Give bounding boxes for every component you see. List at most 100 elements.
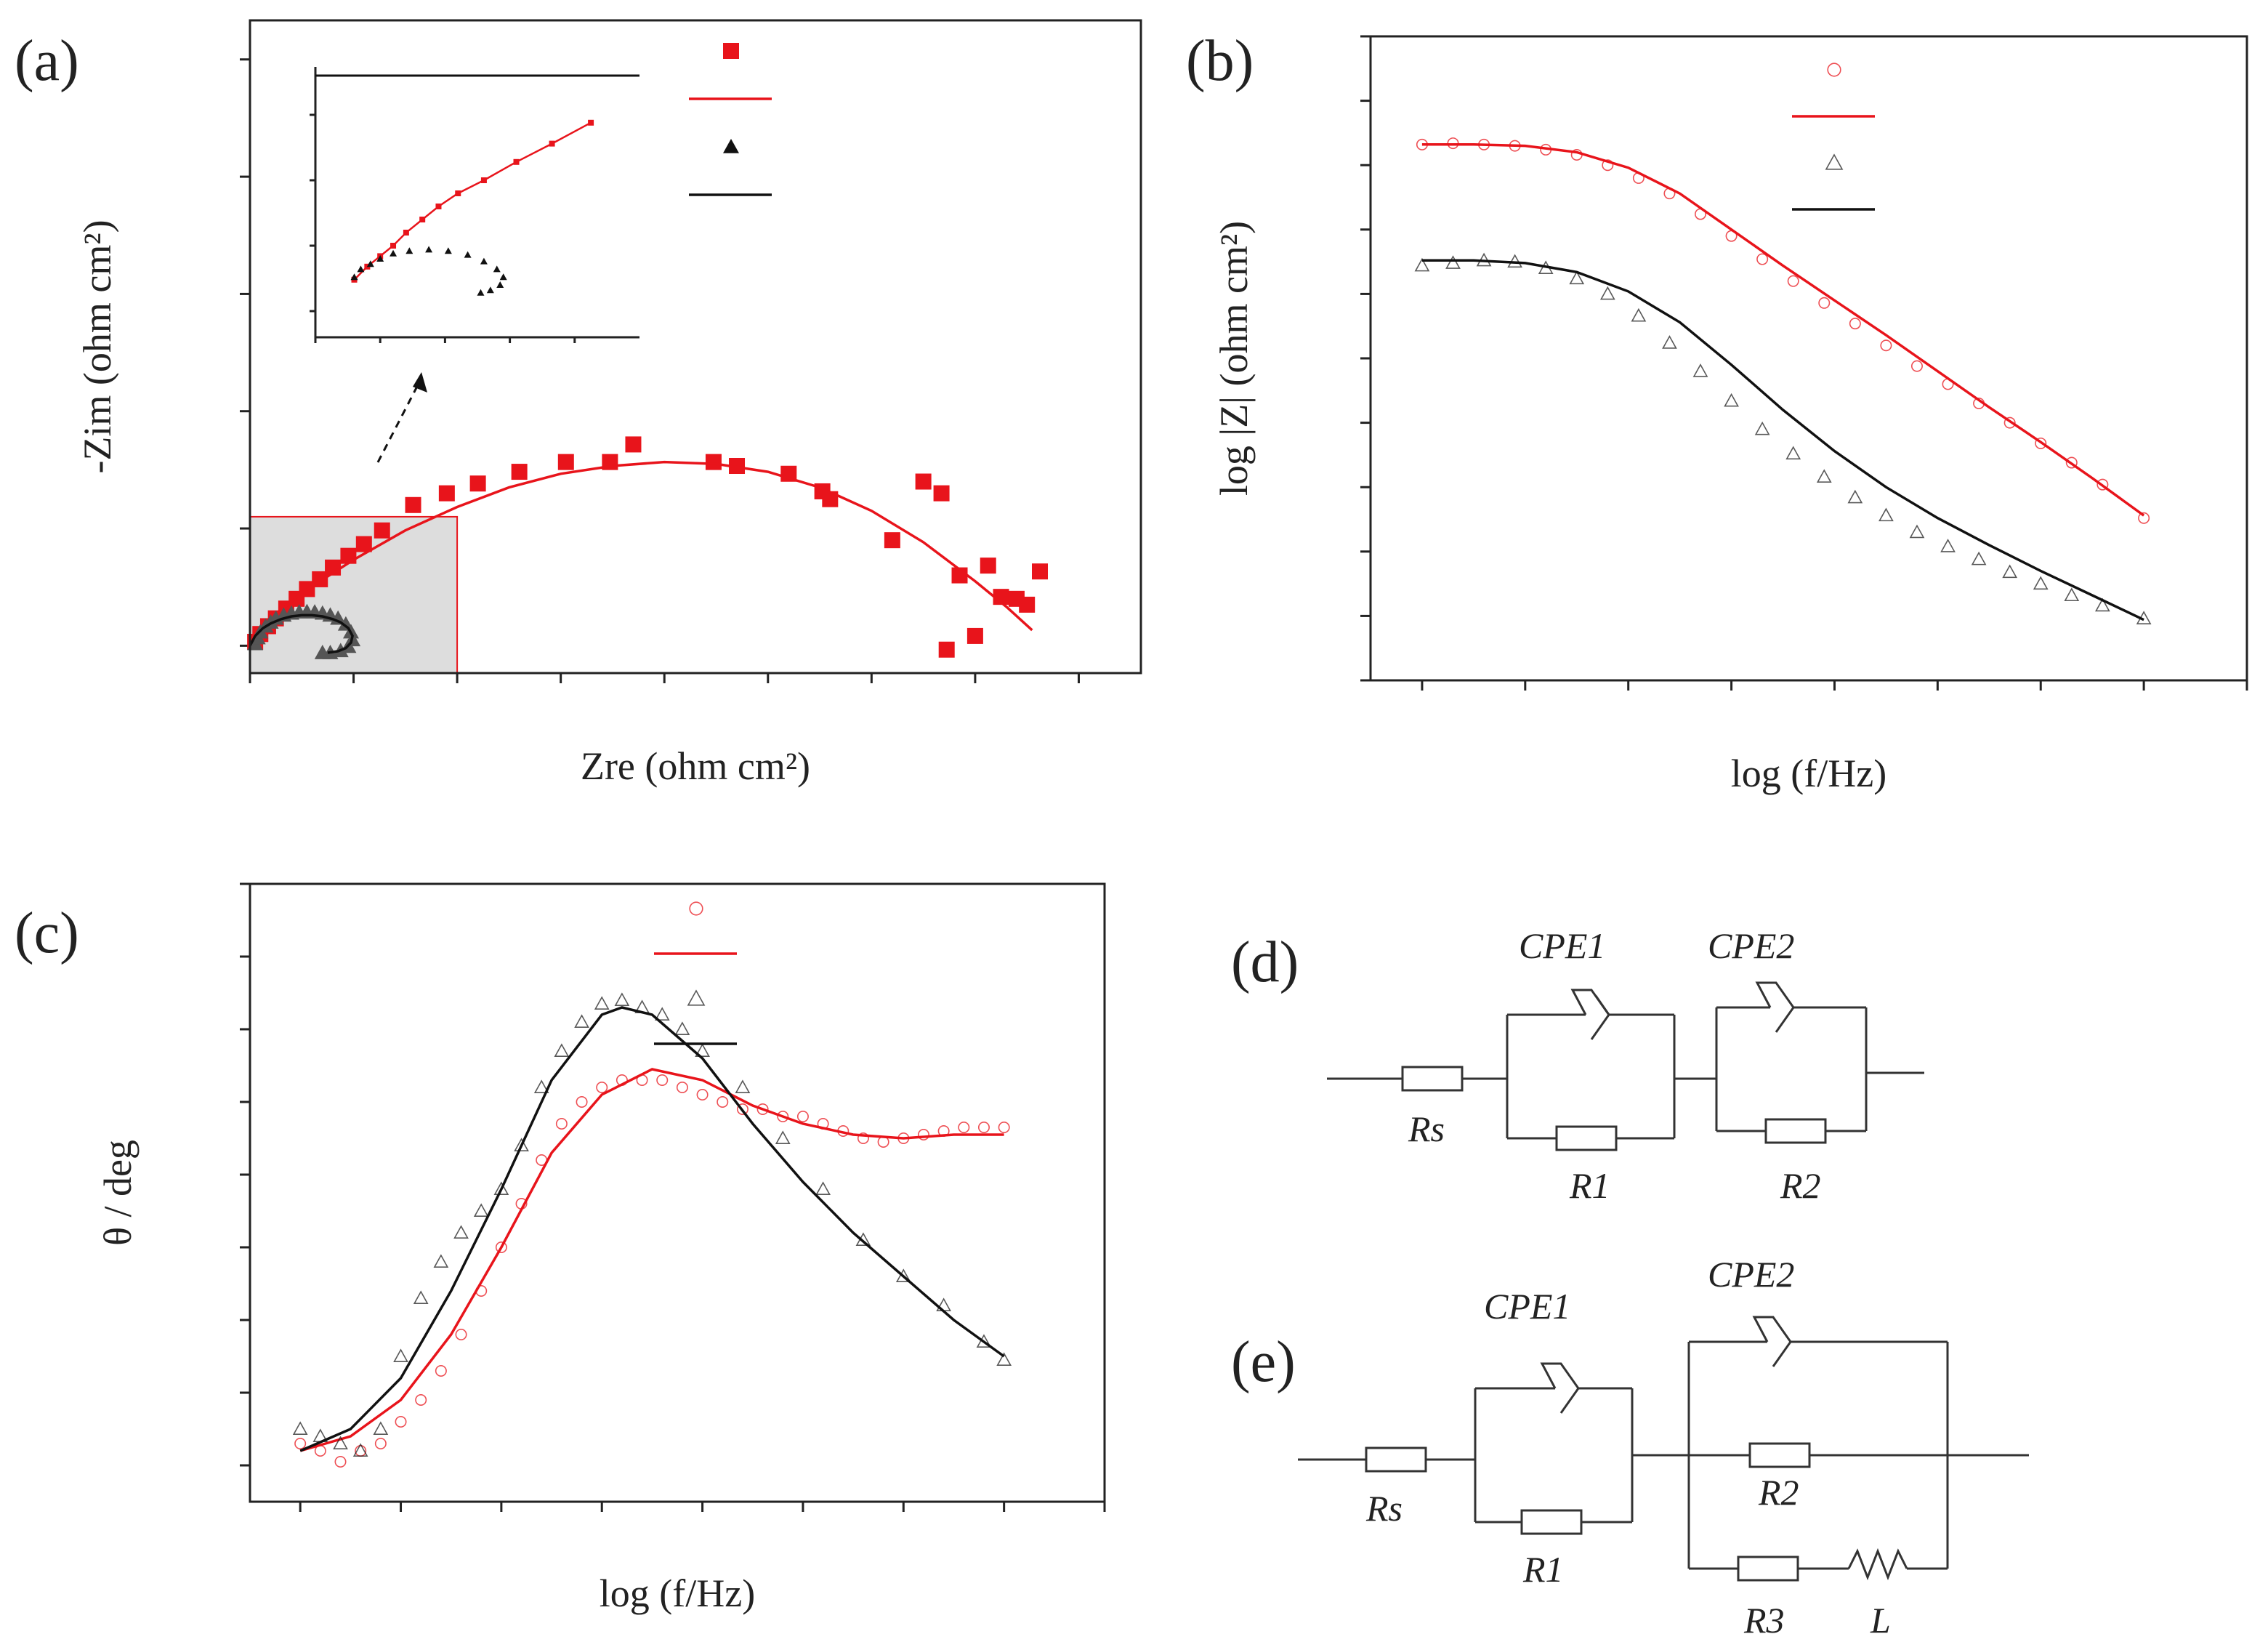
panel-a-shaded-region	[249, 515, 459, 674]
panel-b-pure-mg-point	[1754, 421, 1770, 435]
inset-pure-point	[496, 281, 504, 288]
inset-mao-point	[513, 158, 520, 165]
panel-c-pure-mg-point	[855, 1232, 871, 1246]
inset-pure-point	[464, 251, 472, 258]
panel-b: (b) log (f/Hz) log |Z| (ohm cm²)	[1186, 29, 2248, 795]
panel-b-fitted-mao-mg-line	[1421, 143, 2145, 517]
panel-c-pure-mg-point	[514, 1138, 529, 1151]
panel-a: (a) Zre (ohm cm²) -Zim (ohm cm²)	[15, 19, 1142, 788]
panel-c-x-axis-label: log (f/Hz)	[600, 1571, 755, 1615]
panel-d-label: (d)	[1231, 930, 1299, 994]
inset-pure-point	[350, 273, 358, 281]
circuit-e-cpe2-element	[1752, 1316, 1792, 1367]
panel-c-pure-mg-point	[333, 1436, 348, 1449]
inset-pure-point	[357, 265, 365, 273]
panel-c-pure-mg-point	[533, 1079, 549, 1093]
panel-b-label: (b)	[1186, 29, 1254, 93]
panel-a-legend-mao-mg-swatch	[723, 43, 739, 59]
circuit-d-cpe1-label: CPE1	[1519, 925, 1605, 966]
circuit-e-inductor	[1847, 1548, 1908, 1581]
panel-a-ticks	[240, 58, 1080, 683]
panel-a-mao-mg-point	[469, 475, 486, 492]
panel-b-mao-mg-point	[2097, 478, 2109, 491]
panel-a-mao-mg-point	[625, 436, 642, 453]
panel-c-mao-mg-point	[998, 1122, 1010, 1134]
circuit-e-r3-resistor	[1737, 1556, 1799, 1582]
circuit-d-rs-label: Rs	[1408, 1108, 1445, 1149]
panel-c-mao-mg-point	[676, 1082, 688, 1094]
panel-a-mao-mg-point	[1019, 596, 1036, 613]
panel-c-mao-mg-point	[395, 1416, 407, 1428]
panel-b-pure-mg-point	[1724, 393, 1739, 407]
panel-c-axes-frame	[249, 882, 1106, 1503]
circuit-d-wires	[1327, 1006, 1924, 1140]
panel-c-label: (c)	[15, 901, 79, 965]
panel-b-pure-mg-point	[2064, 587, 2080, 602]
panel-c-series	[292, 992, 1012, 1468]
circuit-d-r1-resistor	[1555, 1125, 1618, 1151]
panel-b-pure-mg-point	[1569, 270, 1585, 285]
panel-b-pure-mg-point	[1599, 286, 1615, 300]
panel-c-mao-mg-point	[736, 1103, 748, 1116]
inset-pure-point	[480, 257, 488, 265]
panel-c-mao-mg-point	[857, 1132, 869, 1145]
inset-mao-point	[549, 140, 555, 147]
panel-a-axes-frame	[249, 19, 1142, 675]
inset-pure-point	[499, 273, 507, 281]
panel-a-mao-mg-point	[438, 485, 455, 502]
panel-b-pure-mg-point	[1445, 255, 1461, 269]
panel-e-circuit: (e) Rs CPE1 R1 CPE2	[1231, 1254, 2029, 1641]
panel-b-pure-mg-point	[1785, 446, 1801, 460]
panel-a-pure-mg-point	[330, 610, 347, 625]
panel-c-mao-mg-point	[294, 1438, 307, 1450]
panel-b-pure-mg-point	[1909, 524, 1925, 539]
circuit-e-cpe2-label: CPE2	[1708, 1254, 1794, 1295]
panel-b-mao-mg-point	[1910, 360, 1923, 372]
panel-a-pure-mg-point	[314, 645, 331, 659]
inset-pure-point	[366, 260, 374, 267]
panel-c-mao-mg-point	[415, 1394, 427, 1406]
inset-pointer-arrow	[376, 377, 423, 463]
inset-mao-point	[588, 119, 594, 126]
panel-c-fitted-mao-mg-line	[299, 1068, 1004, 1452]
panel-c-mao-mg-point	[917, 1129, 929, 1141]
panel-b-mao-mg-point	[2003, 416, 2016, 429]
panel-b-pure-mg-point	[1816, 469, 1832, 483]
panel-c-pure-mg-point	[775, 1130, 791, 1144]
circuit-e-wires	[1298, 1340, 2029, 1570]
panel-c-mao-mg-point	[656, 1074, 669, 1087]
panel-c-pure-mg-point	[735, 1079, 751, 1093]
circuit-e-r1-resistor	[1520, 1509, 1583, 1535]
panel-a-mao-mg-point	[405, 496, 421, 513]
panel-c-mao-mg-point	[435, 1365, 447, 1377]
panel-a-mao-mg-point	[355, 536, 372, 552]
panel-b-pure-mg-point	[2002, 564, 2018, 579]
circuit-e-r3-label: R3	[1743, 1600, 1785, 1641]
inset-mao-point	[480, 177, 487, 183]
panel-b-pure-mg-point	[1940, 539, 1956, 552]
panel-b-axes-frame	[1369, 35, 2248, 682]
panel-c-pure-mg-point	[674, 1021, 690, 1035]
panel-a-legend	[689, 43, 772, 196]
panel-c-mao-mg-point	[374, 1438, 387, 1450]
inset-mao-point	[435, 204, 442, 209]
panel-c-pure-mg-point	[413, 1290, 429, 1304]
panel-a-mao-mg-point	[938, 641, 955, 658]
panel-a-inset	[310, 67, 639, 343]
circuit-d-cpe2-element	[1755, 981, 1795, 1033]
panel-b-pure-mg-point	[2095, 597, 2110, 612]
panel-c-ticks	[240, 882, 1106, 1512]
panel-c-mao-mg-point	[696, 1089, 709, 1101]
panel-b-series	[1414, 137, 2152, 624]
panel-c-mao-mg-point	[717, 1096, 729, 1108]
panel-b-pure-mg-point	[1414, 257, 1430, 272]
inset-pure-point	[444, 247, 452, 254]
panel-a-mao-mg-point	[993, 589, 1009, 605]
panel-a-mao-mg-point	[980, 558, 996, 574]
panel-c-pure-mg-point	[292, 1421, 308, 1435]
circuit-e-r2-resistor	[1748, 1442, 1811, 1468]
panel-a-y-axis-label: -Zim (ohm cm²)	[76, 220, 119, 473]
inset-pointer-arrowhead	[413, 372, 427, 393]
inset-mao-point	[403, 230, 409, 236]
